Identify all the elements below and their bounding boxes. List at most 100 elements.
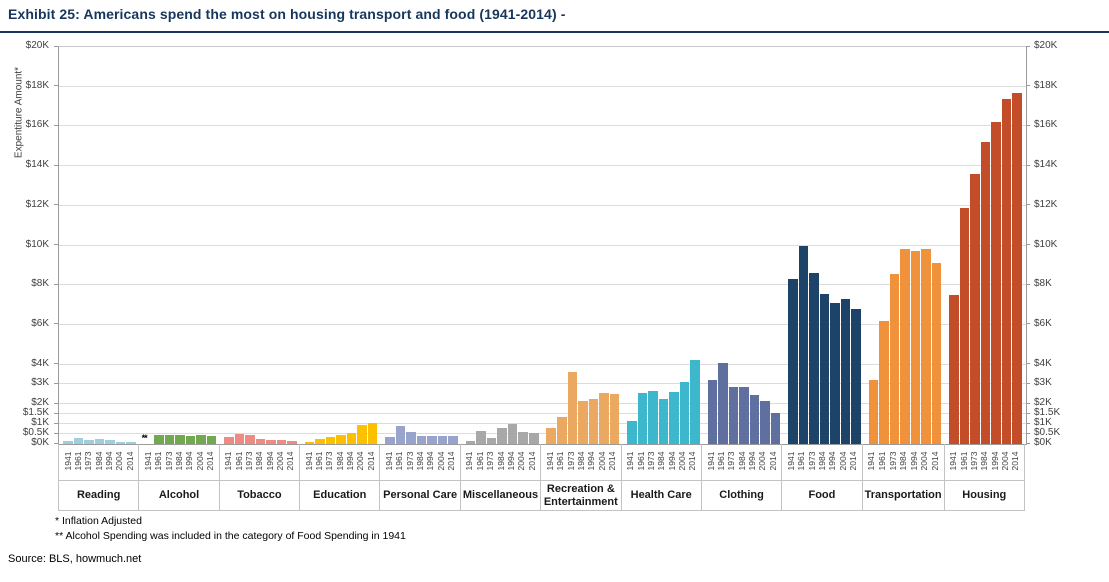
y-axis-left: $0K $0.5K $1K $1.5K $2K $3K $4K $6K $8K $10K $12K $… <box>0 41 58 448</box>
year-label: 1941 <box>464 451 475 471</box>
year-label-slot: 1984 <box>254 444 264 480</box>
y-tick-mark <box>54 204 58 206</box>
year-label: 1984 <box>898 451 909 471</box>
bar-reading-1994 <box>105 440 115 444</box>
y-tick-mark <box>54 85 58 87</box>
year-label-slot: 1984 <box>737 444 747 480</box>
bar-food-1941 <box>788 279 798 444</box>
year-label-slot: 1994 <box>989 444 1000 480</box>
y-tick-mark <box>54 363 58 365</box>
year-label-slot: 1984 <box>174 444 184 480</box>
year-label: 1961 <box>555 451 566 471</box>
category-label-transportation: Transportation <box>862 480 944 511</box>
year-label: 2004 <box>114 451 125 471</box>
y-tick-mark <box>1026 432 1030 434</box>
bar-slot: ** <box>142 47 154 444</box>
y-tick-mark <box>54 402 58 404</box>
y-tick-mark <box>1026 204 1030 206</box>
gridline <box>59 403 1026 405</box>
bar-slot <box>196 47 206 444</box>
year-labels: 1941 1961 1973 1984 1994 2004 2014 <box>702 444 781 480</box>
year-label: 2014 <box>446 451 457 471</box>
y-tick-mark <box>1026 244 1030 245</box>
bar-transportation-2004 <box>921 249 931 444</box>
y-tick-label: $20K <box>25 40 49 51</box>
bar-slot <box>507 47 518 444</box>
bar-housing-2014 <box>1012 92 1022 444</box>
y-tick-label: $2K <box>31 397 49 409</box>
year-label: 1961 <box>314 451 325 471</box>
year-label-slot: 1973 <box>888 444 898 480</box>
y-tick-mark <box>1026 323 1030 325</box>
bar-housing-1941 <box>949 295 959 444</box>
plot-area: ** <box>58 46 1027 445</box>
year-label-slot: 1961 <box>153 444 163 480</box>
year-label: 1994 <box>505 451 516 471</box>
year-label: 1994 <box>908 451 919 471</box>
bar-slot <box>73 47 84 444</box>
year-label-slot: 2004 <box>597 444 607 480</box>
bar-slot <box>1012 47 1022 444</box>
bar-health-care-1994 <box>669 392 679 444</box>
year-labels: 1941 1961 1973 1984 1994 2004 2014 <box>300 444 379 480</box>
bar-slot <box>809 47 819 444</box>
bar-group-education <box>301 47 382 444</box>
year-label: 1973 <box>565 451 576 471</box>
bar-slot <box>1001 47 1012 444</box>
gridline <box>59 125 1026 127</box>
bar-health-care-1984 <box>658 399 669 444</box>
bar-personal-care-1973 <box>406 431 416 444</box>
bar-alcohol-2014 <box>206 435 217 444</box>
bar-housing-1994 <box>991 122 1001 444</box>
bar-health-care-2014 <box>690 359 700 444</box>
gridline <box>59 204 1026 206</box>
year-label: 1973 <box>244 451 255 471</box>
bar-housing-1961 <box>959 207 970 444</box>
year-label-slot: 2004 <box>275 444 285 480</box>
bar-slot <box>518 47 528 444</box>
bar-slot <box>819 47 830 444</box>
bar-health-care-1941 <box>627 421 637 444</box>
year-label-slot: 1961 <box>959 444 969 480</box>
year-label: 1994 <box>989 451 1000 471</box>
bar-slot <box>245 47 255 444</box>
year-label: 2014 <box>1010 451 1021 471</box>
year-label-slot: 1941 <box>786 444 796 480</box>
bar-housing-1973 <box>970 174 980 444</box>
y-tick-label: $3K <box>31 377 49 389</box>
year-label: 1994 <box>184 451 195 471</box>
year-label: 1984 <box>979 451 990 471</box>
y-tick-mark <box>1026 382 1030 384</box>
year-label: 1994 <box>264 451 275 471</box>
year-label-slot: 1984 <box>979 444 990 480</box>
year-label: 1973 <box>726 451 737 471</box>
year-label-slot: 1994 <box>264 444 275 480</box>
year-label: 1994 <box>746 451 757 471</box>
year-label: 1994 <box>827 451 838 471</box>
gridline <box>59 85 1026 87</box>
x-axis-column-transportation: 1941 1961 1973 1984 1994 2004 2014 Transportati… <box>861 444 944 511</box>
bar-transportation-1994 <box>910 251 921 444</box>
bar-reading-2004 <box>115 442 126 444</box>
y-tick-label: $4K <box>31 357 49 369</box>
year-labels: 1941 1961 1973 1984 1994 2004 2014 <box>461 444 540 480</box>
bar-slot <box>406 47 416 444</box>
category-label-reading: Reading <box>59 480 139 511</box>
bar-reading-1984 <box>94 439 105 444</box>
year-label: 2004 <box>435 451 446 471</box>
y-tick-label: $8K <box>1034 278 1052 290</box>
bar-transportation-1973 <box>889 274 900 444</box>
y-tick-label: $0K <box>31 437 49 448</box>
year-label: 1961 <box>796 451 807 471</box>
year-label-slot: 1973 <box>807 444 817 480</box>
year-label: 1994 <box>104 451 115 471</box>
year-label-slot: 1973 <box>164 444 174 480</box>
year-label-slot: 1984 <box>335 444 345 480</box>
y-tick-mark <box>1026 124 1030 126</box>
year-label: 1941 <box>948 451 959 471</box>
y-tick-label: $1K <box>31 417 49 429</box>
year-labels: 1941 1961 1973 1984 1994 2004 2014 <box>863 444 944 480</box>
bar-alcohol-2004 <box>196 434 206 444</box>
bar-reading-1961 <box>73 438 84 444</box>
y-tick-label: $12K <box>25 198 49 210</box>
